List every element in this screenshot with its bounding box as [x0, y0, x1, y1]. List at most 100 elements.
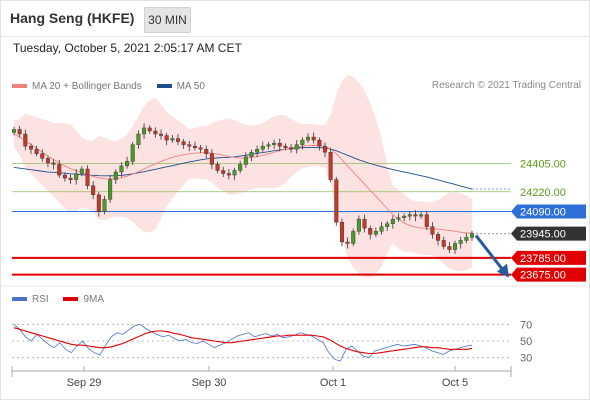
candle-body [226, 173, 231, 176]
rsi-series-9MA [13, 327, 473, 355]
candle-body [187, 144, 192, 147]
candle-body [453, 243, 458, 250]
rsi-legend: RSI 9MA [12, 293, 116, 305]
candle-body [322, 145, 327, 153]
candle-body [192, 145, 197, 148]
candle-body [243, 156, 248, 165]
candle-body [413, 214, 418, 217]
x-tick-label: Oct 5 [442, 377, 468, 389]
candle-body [334, 179, 339, 223]
timestamp: Tuesday, October 5, 2021 2:05:17 AM CET [13, 41, 242, 55]
candle-body [125, 161, 130, 167]
credit-text: Research © 2021 Trading Central [431, 80, 581, 91]
candle-body [345, 241, 350, 244]
candle-body [447, 246, 452, 250]
candle-body [379, 226, 384, 232]
header-divider [0, 36, 590, 37]
legend-item-ma50: MA 50 [156, 80, 205, 92]
candle-body [96, 194, 101, 212]
candle-body [294, 144, 299, 150]
rsi-swatch [12, 297, 27, 301]
price-tag-label-23675.00: 23675.00 [520, 270, 566, 282]
header-bar: Hang Seng (HKFE) 30 MIN [0, 0, 590, 36]
candle-body [424, 214, 429, 227]
candle-body [407, 214, 412, 217]
candle-body [238, 164, 243, 171]
price-tag-label-24220.00: 24220.00 [520, 187, 566, 199]
x-tick-label: Oct 1 [320, 377, 346, 389]
candle-body [79, 168, 84, 174]
candle-body [283, 145, 288, 148]
interval-button[interactable]: 30 MIN [144, 7, 191, 33]
projection-arrow-head [497, 263, 509, 278]
candle-body [130, 144, 135, 162]
candle-body [441, 240, 446, 247]
candle-body [470, 233, 475, 238]
bollinger-band [14, 75, 472, 278]
ma50-swatch [156, 84, 172, 88]
candle-body [390, 218, 395, 224]
candle-body [368, 228, 373, 235]
candle-body [277, 142, 282, 147]
ma9-swatch [63, 297, 79, 301]
candle-body [266, 144, 271, 147]
candle-body [373, 231, 378, 235]
candle-body [385, 223, 390, 227]
instrument-title: Hang Seng (HKFE) [10, 10, 135, 26]
candle-body [108, 179, 113, 200]
candle-body [419, 214, 424, 217]
candle-body [300, 139, 305, 145]
candle-body [147, 127, 152, 132]
candle-body [362, 218, 367, 229]
candle-body [311, 136, 316, 141]
candle-body [23, 133, 28, 147]
rsi-tick-label: 50 [520, 336, 532, 348]
candle-body [436, 234, 441, 241]
candle-body [317, 139, 322, 147]
candle-body [142, 127, 147, 135]
candle-body [221, 170, 226, 174]
candle-body [68, 177, 73, 180]
price-legend: MA 20 + Bollinger Bands MA 50 [12, 80, 217, 92]
price-tag-label-24405.00: 24405.00 [520, 159, 566, 171]
ma20-swatch [12, 84, 27, 88]
candle-body [249, 152, 254, 158]
candle-body [289, 147, 294, 150]
candle-body [28, 145, 33, 150]
legend-label-ma50: MA 50 [176, 80, 205, 92]
candle-body [339, 221, 344, 243]
candle-body [164, 135, 169, 141]
x-tick-label: Sep 29 [67, 377, 102, 389]
legend-item-rsi: RSI [12, 294, 49, 305]
candle-body [153, 130, 158, 135]
candle-body [181, 141, 186, 145]
candle-body [204, 149, 209, 154]
candle-body [175, 138, 180, 142]
candle-body [45, 158, 50, 164]
legend-label-ma20: MA 20 + Bollinger Bands [32, 80, 142, 92]
candle-body [430, 226, 435, 235]
legend-item-9ma: 9MA [63, 294, 104, 305]
price-tag-label-24090.00: 24090.00 [520, 207, 566, 219]
candle-body [351, 231, 356, 244]
candle-body [402, 215, 407, 218]
candle-body [102, 199, 107, 212]
candle-body [356, 218, 361, 232]
legend-label-9ma: 9MA [83, 293, 105, 305]
candle-body [255, 149, 260, 153]
price-tag-label-23945.00: 23945.00 [520, 229, 566, 241]
candle-body [159, 133, 164, 136]
legend-label-rsi: RSI [32, 293, 49, 305]
candle-body [306, 136, 311, 141]
candle-body [113, 171, 118, 180]
candle-body [209, 153, 214, 165]
candle-body [328, 152, 333, 180]
x-tick-label: Sep 30 [192, 377, 227, 389]
candle-body [34, 149, 39, 154]
candles [11, 123, 475, 254]
candle-body [272, 142, 277, 145]
candle-body [260, 145, 265, 150]
candle-body [85, 168, 90, 186]
candle-body [11, 129, 16, 133]
